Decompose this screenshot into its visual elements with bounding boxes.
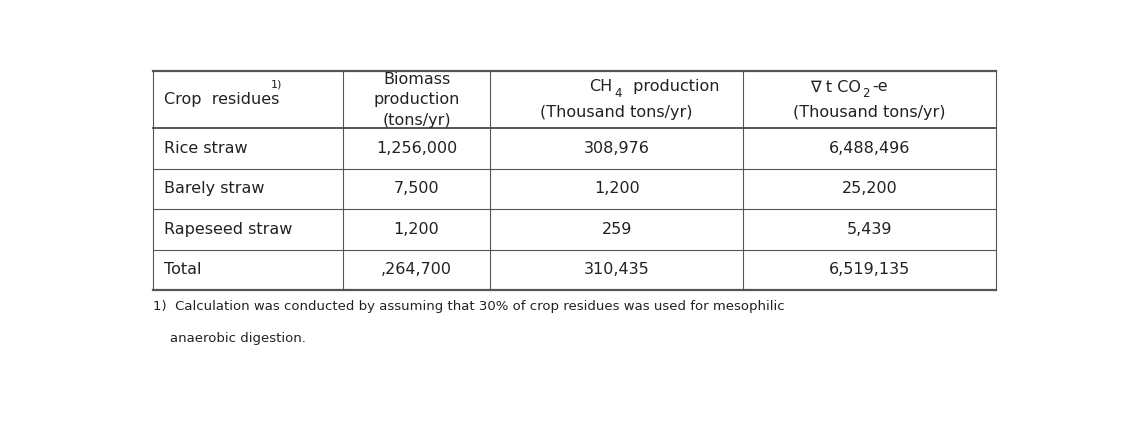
Text: ∇ t CO: ∇ t CO (809, 80, 861, 95)
Text: 6,519,135: 6,519,135 (828, 262, 910, 277)
Text: 1)  Calculation was conducted by assuming that 30% of crop residues was used for: 1) Calculation was conducted by assuming… (154, 300, 785, 313)
Text: 2: 2 (862, 87, 870, 100)
Text: Crop  residues: Crop residues (165, 92, 280, 107)
Text: ,264,700: ,264,700 (381, 262, 452, 277)
Text: Biomass
production
(tons/yr): Biomass production (tons/yr) (373, 72, 460, 128)
Text: (Thousand tons/yr): (Thousand tons/yr) (540, 105, 693, 120)
Text: 6,488,496: 6,488,496 (828, 141, 910, 156)
Text: 1,256,000: 1,256,000 (376, 141, 457, 156)
Text: Barely straw: Barely straw (165, 181, 265, 196)
Text: anaerobic digestion.: anaerobic digestion. (154, 332, 306, 345)
Text: Total: Total (165, 262, 202, 277)
Text: production: production (628, 80, 720, 95)
Text: Rice straw: Rice straw (165, 141, 248, 156)
Text: -e: -e (872, 80, 888, 95)
Text: 1,200: 1,200 (393, 222, 439, 237)
Text: 25,200: 25,200 (842, 181, 897, 196)
Text: 310,435: 310,435 (584, 262, 649, 277)
Text: 1,200: 1,200 (594, 181, 639, 196)
Text: 259: 259 (602, 222, 632, 237)
Text: 4: 4 (614, 87, 621, 100)
Text: 1): 1) (270, 80, 281, 90)
Text: 308,976: 308,976 (584, 141, 649, 156)
Text: CH: CH (589, 80, 612, 95)
Text: 7,500: 7,500 (393, 181, 439, 196)
Text: Rapeseed straw: Rapeseed straw (165, 222, 293, 237)
Text: 5,439: 5,439 (846, 222, 892, 237)
Text: (Thousand tons/yr): (Thousand tons/yr) (794, 105, 946, 120)
